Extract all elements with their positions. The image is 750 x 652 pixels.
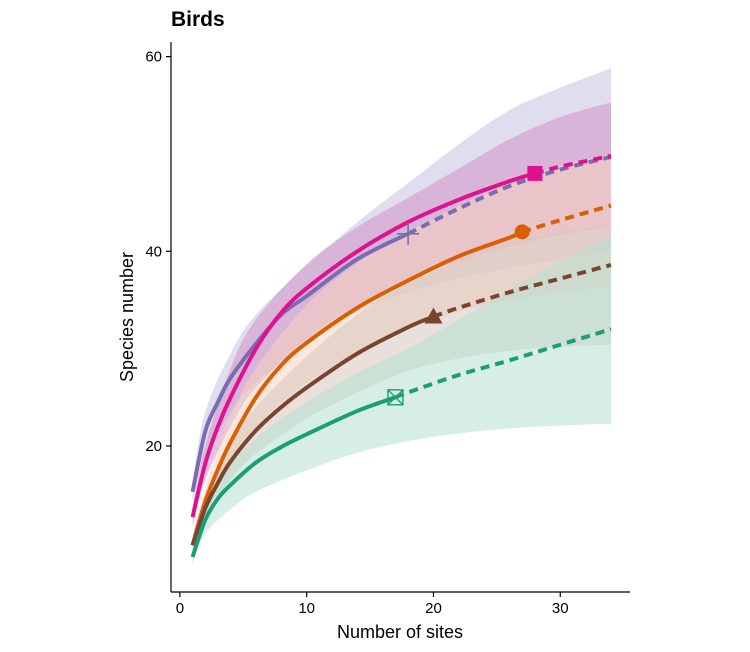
series-marker-3 — [424, 307, 443, 324]
y-tick-label: 20 — [145, 438, 162, 455]
series-line-extrapolated-0 — [407, 154, 612, 236]
series-line-extrapolated-3 — [432, 262, 612, 319]
x-axis-label: Number of sites — [337, 622, 463, 642]
x-tick-label: 0 — [176, 600, 184, 617]
axes — [170, 42, 630, 593]
x-tick-label: 30 — [552, 600, 569, 617]
series-marker-0 — [397, 222, 420, 245]
x-tick-label: 10 — [298, 600, 315, 617]
x-tick-label: 20 — [425, 600, 442, 617]
series-marker-4 — [387, 389, 404, 406]
series-line-extrapolated-4 — [394, 327, 612, 400]
series-line-observed-2 — [190, 230, 524, 546]
y-axis-label: Species number — [117, 252, 137, 382]
x-ticks: 0 10 20 30 — [176, 592, 569, 617]
series-line-observed-3 — [190, 314, 435, 546]
chart-title: Birds — [171, 8, 225, 31]
series-marker-1 — [527, 165, 543, 181]
series-line-observed-1 — [190, 171, 536, 518]
y-ticks: 20 40 60 — [145, 49, 171, 455]
confidence-bands — [192, 68, 611, 564]
series-line-extrapolated-2 — [521, 203, 612, 234]
confidence-band-4 — [192, 236, 611, 564]
series-line-observed-4 — [190, 395, 397, 558]
series-marker-2 — [514, 224, 530, 240]
y-tick-label: 40 — [145, 243, 162, 260]
series-markers — [387, 165, 543, 406]
series-line-observed-0 — [190, 231, 410, 493]
y-tick-label: 60 — [145, 49, 162, 66]
